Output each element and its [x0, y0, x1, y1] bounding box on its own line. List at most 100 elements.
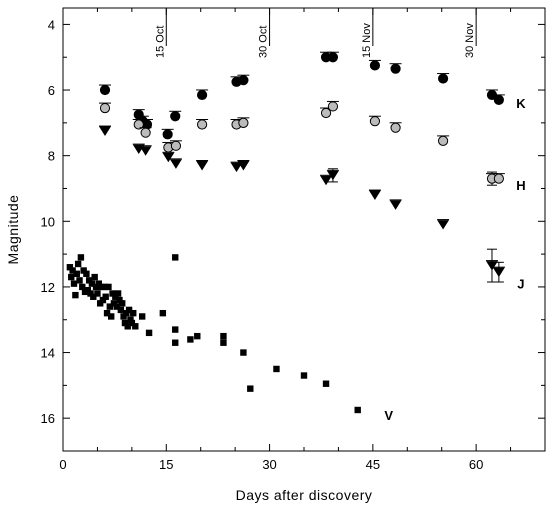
point-v: [96, 300, 104, 307]
point-v: [74, 260, 82, 268]
date-marker-label: 15 Oct: [154, 26, 166, 58]
point-h: [133, 119, 144, 130]
point-v: [132, 323, 139, 330]
point-v: [138, 313, 146, 320]
point-k: [170, 111, 181, 122]
date-marker-label: 30 Oct: [258, 26, 270, 58]
point-v: [83, 270, 90, 277]
point-h: [437, 135, 449, 146]
point-j: [486, 261, 498, 271]
point-v: [106, 303, 114, 310]
point-v: [119, 300, 126, 307]
point-v: [120, 313, 127, 320]
point-v: [354, 406, 361, 414]
point-v: [68, 273, 75, 281]
y-tick-label: 12: [41, 280, 55, 295]
point-v: [194, 332, 201, 340]
point-k: [437, 73, 449, 84]
point-v: [172, 254, 179, 261]
point-v: [76, 277, 83, 284]
point-k: [390, 63, 401, 74]
point-v: [91, 273, 98, 281]
point-v: [240, 349, 247, 356]
x-tick-label: 15: [159, 457, 173, 472]
point-v: [110, 300, 118, 307]
y-tick-label: 4: [48, 17, 55, 32]
point-v: [172, 326, 179, 333]
x-tick-label: 60: [469, 457, 483, 472]
point-v: [113, 303, 120, 310]
point-v: [220, 339, 227, 346]
point-j: [237, 161, 250, 171]
point-v: [108, 313, 115, 320]
point-v: [87, 290, 94, 297]
point-v: [300, 372, 308, 379]
band-label-k: K: [516, 96, 526, 111]
band-label-j: J: [517, 277, 524, 292]
point-j: [162, 152, 175, 163]
point-j: [320, 175, 332, 186]
point-v: [103, 309, 111, 317]
point-h: [140, 127, 151, 138]
point-k: [99, 84, 111, 96]
point-v: [159, 309, 167, 317]
labels: 15 Oct 30 Oct 15 Nov 30 Nov 0 15 30 45 60 4 6 8 10 12…: [41, 17, 527, 472]
x-axis-title: Days after discovery: [236, 487, 373, 503]
point-v: [70, 280, 78, 287]
point-j: [369, 190, 381, 200]
point-v: [322, 380, 330, 387]
point-h: [238, 117, 249, 128]
y-tick-label: 16: [41, 411, 55, 426]
point-v: [66, 264, 74, 271]
point-j: [139, 146, 152, 156]
point-v: [80, 267, 87, 274]
y-tick-label: 10: [41, 214, 55, 229]
point-h: [369, 116, 381, 127]
point-v: [95, 280, 103, 287]
point-v: [102, 293, 109, 300]
plot-frame: [62, 7, 546, 452]
point-j: [99, 126, 111, 136]
point-v: [85, 277, 93, 284]
date-marker-lines: [165, 8, 477, 46]
point-v: [128, 319, 136, 327]
point-k: [238, 75, 249, 86]
point-v: [109, 290, 116, 297]
point-v: [88, 280, 96, 287]
point-j: [437, 220, 449, 230]
y-tick-label: 6: [48, 83, 55, 98]
point-v: [69, 267, 76, 274]
point-v: [121, 319, 129, 327]
point-v: [127, 316, 134, 323]
point-h: [170, 140, 182, 151]
date-marker-label: 30 Nov: [464, 23, 476, 58]
point-v: [105, 283, 112, 291]
point-h: [320, 107, 332, 119]
x-tick-label: 0: [59, 457, 66, 472]
point-v: [123, 309, 130, 317]
point-k: [162, 129, 173, 140]
date-marker-label: 15 Nov: [361, 23, 373, 58]
axes: [62, 7, 546, 452]
point-v: [79, 283, 86, 291]
point-v: [101, 283, 108, 291]
point-h: [99, 102, 111, 114]
data-points: [66, 51, 505, 414]
point-v: [114, 290, 122, 297]
point-v: [130, 309, 137, 317]
band-label-v: V: [384, 408, 393, 423]
point-k: [493, 94, 504, 105]
y-tick-label: 14: [41, 346, 55, 361]
point-v: [247, 385, 254, 392]
point-v: [73, 270, 80, 277]
point-v: [187, 336, 194, 343]
y-axis-title: Magnitude: [5, 195, 21, 265]
point-v: [94, 290, 101, 297]
point-v: [92, 283, 100, 291]
point-v: [116, 296, 123, 304]
point-v: [90, 293, 97, 300]
point-j: [170, 159, 182, 169]
point-h: [390, 122, 401, 133]
point-v: [125, 306, 133, 314]
